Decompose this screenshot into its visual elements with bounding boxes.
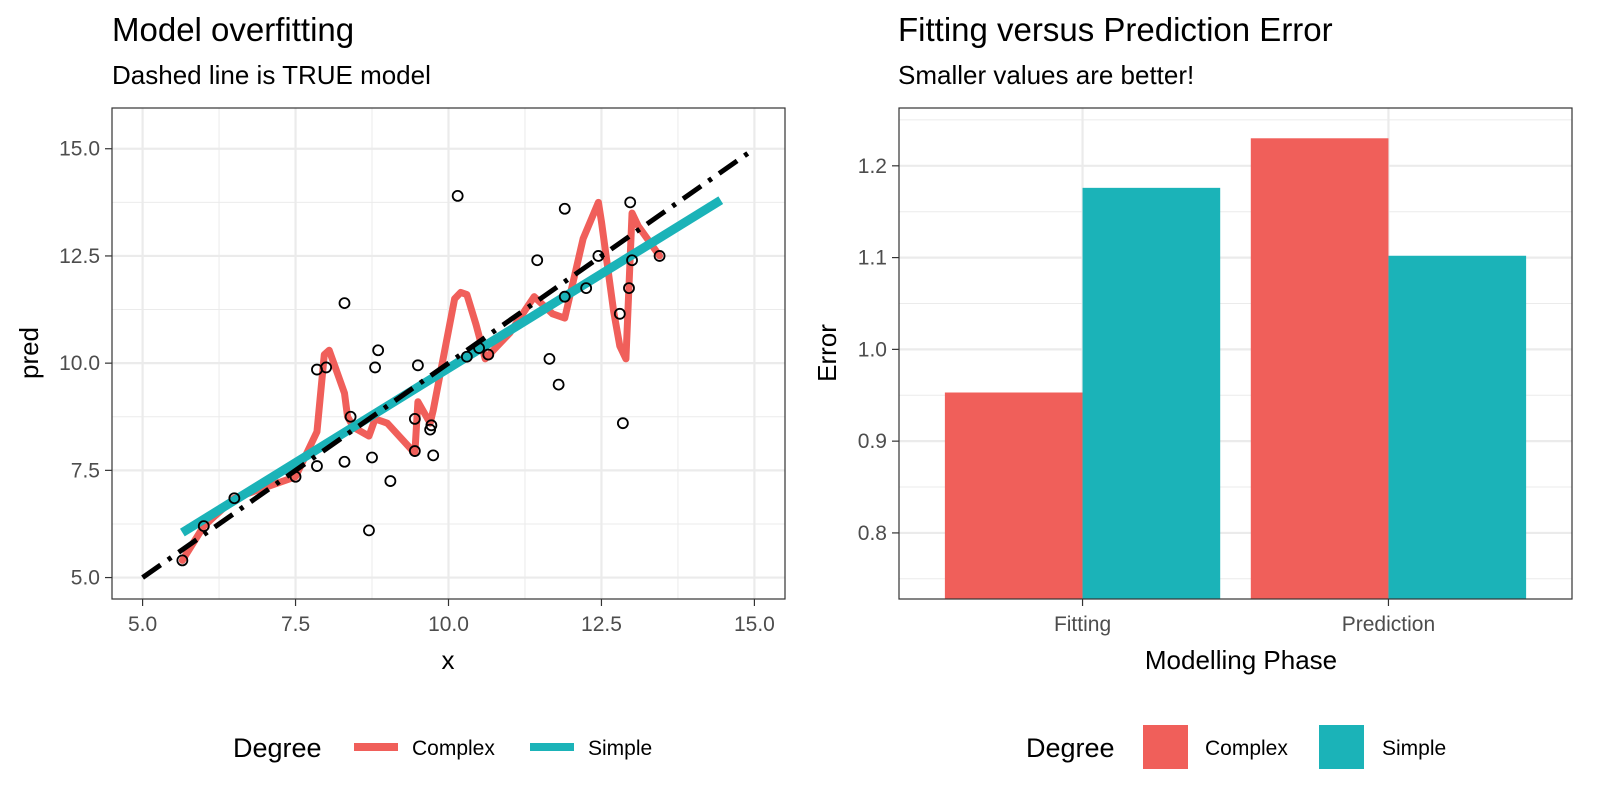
observed-point — [408, 445, 421, 457]
right-x-axis-label: Modelling Phase — [1145, 645, 1337, 675]
observed-point — [425, 419, 438, 432]
left-x-tick-label: 15.0 — [734, 613, 775, 636]
left-y-tick-label: 10.0 — [59, 352, 100, 375]
left-axes: 5.0 7.5 10.0 12.5 15.0 5.0 7.5 10.0 12.5 15.0 — [59, 138, 775, 636]
bar-complex-fitting — [944, 392, 1083, 599]
right-legend: Degree Complex Simple — [1026, 725, 1446, 769]
observed-point — [653, 250, 666, 262]
left-x-axis-label: x — [442, 645, 455, 675]
observed-point — [366, 451, 378, 464]
observed-point — [372, 344, 385, 357]
right-legend-label-complex: Complex — [1205, 737, 1288, 760]
observed-point — [408, 412, 421, 425]
right-legend-key-simple — [1319, 725, 1364, 769]
left-legend: Degree Complex Simple — [233, 733, 652, 763]
right-legend-key-complex — [1143, 725, 1188, 769]
observed-point — [338, 455, 351, 468]
left-x-tick-label: 7.5 — [281, 613, 310, 636]
observed-point — [451, 190, 464, 202]
bar-simple-prediction — [1388, 255, 1527, 599]
observed-point — [311, 460, 323, 472]
right-chart-title: Fitting versus Prediction Error — [898, 11, 1333, 48]
observed-point — [228, 492, 241, 505]
observed-point — [473, 342, 485, 355]
right-panel-border — [898, 107, 1573, 600]
left-plot-area — [141, 146, 756, 580]
left-chart-title: Model overfitting — [112, 11, 354, 48]
observed-point — [338, 297, 351, 310]
left-y-tick-label: 12.5 — [59, 245, 100, 268]
right-y-axis-label: Error — [812, 324, 842, 382]
observed-point — [320, 361, 333, 374]
right-plot-area — [944, 138, 1527, 600]
observed-point — [197, 520, 210, 533]
bar-simple-fitting — [1082, 187, 1221, 600]
left-y-tick-label: 15.0 — [59, 138, 100, 161]
complex-fit-line — [178, 198, 664, 564]
observed-point — [624, 196, 637, 209]
left-y-tick-label: 5.0 — [71, 567, 100, 590]
right-x-tick-label: Fitting — [1054, 613, 1111, 636]
observed-point — [623, 282, 635, 295]
bar-panel: Fitting versus Prediction Error Smaller … — [812, 11, 1573, 769]
right-legend-title: Degree — [1026, 733, 1115, 763]
observed-point — [482, 348, 495, 361]
observed-point — [384, 475, 397, 487]
true-model-line — [141, 146, 756, 580]
right-chart-subtitle: Smaller values are better! — [898, 60, 1194, 90]
scatter-panel: Model overfitting Dashed line is TRUE mo… — [14, 11, 786, 763]
left-x-tick-label: 5.0 — [128, 613, 157, 636]
left-y-axis-label: pred — [14, 327, 44, 379]
observed-point — [616, 417, 629, 430]
left-legend-title: Degree — [233, 733, 322, 763]
simple-fit-line — [179, 196, 724, 537]
observed-point — [427, 449, 440, 462]
right-y-tick-label: 0.8 — [858, 522, 887, 545]
right-y-tick-label: 1.0 — [858, 338, 887, 361]
left-chart-subtitle: Dashed line is TRUE model — [112, 60, 431, 90]
right-legend-label-simple: Simple — [1382, 737, 1446, 760]
observed-point — [369, 361, 381, 374]
left-x-tick-label: 10.0 — [428, 613, 469, 636]
left-x-tick-label: 12.5 — [581, 613, 622, 636]
observed-point — [531, 254, 544, 267]
observed-point — [344, 410, 357, 423]
left-gridlines — [112, 108, 785, 599]
right-y-tick-label: 1.2 — [858, 155, 887, 178]
bar-complex-prediction — [1250, 138, 1389, 599]
right-y-tick-label: 0.9 — [858, 430, 887, 453]
observed-point — [460, 350, 473, 363]
left-legend-label-complex: Complex — [412, 737, 495, 760]
right-y-tick-label: 1.1 — [858, 247, 887, 270]
observed-point — [580, 282, 593, 295]
left-legend-label-simple: Simple — [588, 737, 652, 760]
observed-point — [592, 250, 605, 262]
observed-point — [558, 202, 571, 215]
observed-point — [558, 290, 571, 303]
left-y-tick-label: 7.5 — [71, 459, 100, 482]
observed-point — [363, 524, 375, 537]
observed-point — [626, 254, 638, 267]
right-axes: 0.8 0.9 1.0 1.1 1.2 Fitting Prediction — [858, 155, 1435, 636]
observed-point — [613, 307, 626, 320]
observed-point — [543, 352, 556, 365]
observed-point — [412, 359, 424, 372]
observed-point — [289, 470, 302, 483]
right-x-tick-label: Prediction — [1342, 613, 1435, 636]
observed-point — [176, 554, 189, 567]
observed-point — [552, 378, 565, 391]
